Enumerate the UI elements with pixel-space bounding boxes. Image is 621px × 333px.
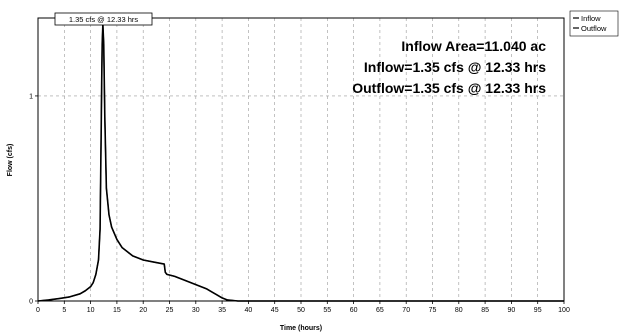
x-tick-label: 80 <box>455 307 463 314</box>
x-tick-label: 25 <box>166 307 174 314</box>
x-tick-label: 0 <box>36 307 40 314</box>
x-tick-label: 75 <box>429 307 437 314</box>
x-tick-label: 10 <box>87 307 95 314</box>
x-axis-title: Time (hours) <box>280 325 322 332</box>
annotation-inflow-area: Inflow Area=11.040 ac <box>401 38 546 54</box>
x-tick-label: 15 <box>113 307 121 314</box>
x-tick-label: 100 <box>558 307 570 314</box>
legend-label-outflow: Outflow <box>581 24 607 33</box>
annotation-outflow: Outflow=1.35 cfs @ 12.33 hrs <box>352 80 546 96</box>
x-tick-label: 85 <box>481 307 489 314</box>
annotation-inflow: Inflow=1.35 cfs @ 12.33 hrs <box>364 59 546 75</box>
x-tick-label: 95 <box>534 307 542 314</box>
x-tick-label: 90 <box>508 307 516 314</box>
x-tick-label: 60 <box>350 307 358 314</box>
y-tick-label: 0 <box>29 299 33 306</box>
x-tick-label: 30 <box>192 307 200 314</box>
x-tick-label: 5 <box>62 307 66 314</box>
x-tick-label: 50 <box>297 307 305 314</box>
x-tick-label: 65 <box>376 307 384 314</box>
x-tick-label: 70 <box>402 307 410 314</box>
legend-label-inflow: Inflow <box>581 14 601 23</box>
legend-border <box>569 10 619 37</box>
x-tick-label: 35 <box>218 307 226 314</box>
y-tick-label: 1 <box>29 93 33 100</box>
peak-label: 1.35 cfs @ 12.33 hrs <box>69 15 139 24</box>
y-axis-title: Flow (cfs) <box>7 144 14 177</box>
x-tick-label: 55 <box>323 307 331 314</box>
legend: Inflow Outflow <box>569 10 619 37</box>
x-tick-label: 45 <box>271 307 279 314</box>
peak-label-border <box>54 12 153 26</box>
peak-label-box: 1.35 cfs @ 12.33 hrs <box>54 12 153 26</box>
axis-ticks: 0 5 10 15 20 25 30 35 40 45 50 55 60 65 70 75 80 85 90 95 10… <box>29 93 570 314</box>
x-tick-label: 40 <box>245 307 253 314</box>
grid-lines <box>38 18 564 301</box>
series-line-outflow <box>37 23 564 302</box>
x-tick-label: 20 <box>139 307 147 314</box>
